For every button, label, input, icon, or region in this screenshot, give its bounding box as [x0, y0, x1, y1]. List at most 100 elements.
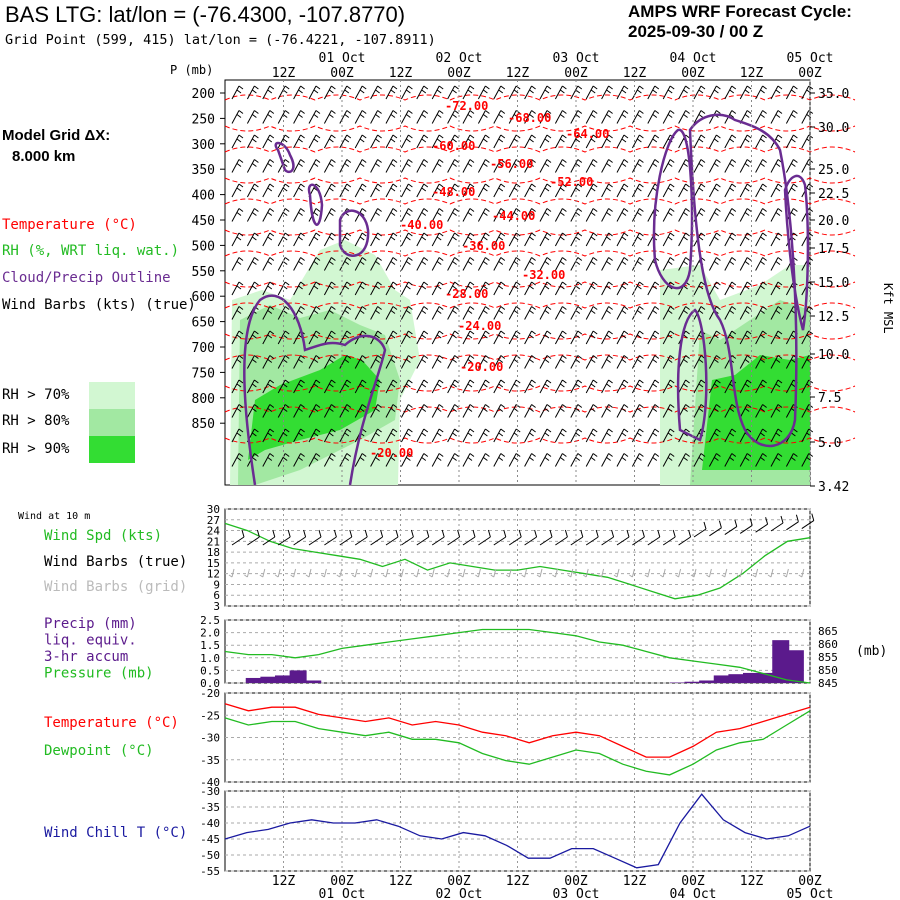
wind-barb — [539, 453, 552, 467]
wind-barb — [416, 208, 429, 222]
wind-barb — [385, 134, 398, 149]
wind-barb — [323, 428, 336, 443]
wind-barb — [277, 428, 290, 443]
wind-barb — [770, 257, 783, 271]
precip-bar — [275, 675, 292, 683]
isotherm-line — [224, 198, 856, 205]
wind-barb — [570, 183, 583, 198]
wind-barb-true — [231, 529, 245, 546]
wind-barb — [601, 306, 613, 320]
wind-barb — [631, 257, 644, 271]
wind-barb — [308, 379, 321, 394]
wind-barb — [354, 159, 367, 173]
wind-barb — [462, 404, 475, 418]
wind-barb — [554, 134, 567, 149]
wind-barb — [493, 232, 506, 247]
cloud-outline — [307, 183, 324, 226]
wind-barb-grid — [428, 568, 435, 578]
isotherm-line — [224, 385, 856, 392]
wind-barb — [431, 379, 444, 394]
temperature-line — [224, 703, 811, 758]
pressure-tick-label: 750 — [192, 366, 215, 381]
wind-barb — [462, 232, 475, 247]
wind-barb — [755, 404, 767, 418]
height-tick-label: 12.5 — [818, 310, 849, 325]
wind-barb — [262, 404, 275, 418]
wind-barb — [585, 183, 598, 198]
wind-barb — [662, 159, 675, 173]
wind-barb — [585, 134, 598, 149]
wind-barb — [293, 281, 305, 296]
dewpoint-legend-label: Dewpoint (°C) — [44, 743, 154, 759]
cross-section-panel — [220, 79, 856, 487]
legend-rh: RH (%, WRT liq. wat.) — [2, 243, 180, 259]
wind-barb — [323, 379, 336, 394]
wind-barb — [785, 159, 798, 173]
wind-barb — [693, 159, 706, 173]
wind-barb-true — [786, 514, 799, 531]
wind-barb — [462, 159, 475, 173]
wind-barb — [400, 453, 413, 467]
wind-barb — [554, 428, 567, 443]
wind-barb — [508, 257, 521, 271]
wind-barb — [801, 330, 814, 345]
wind-barb — [554, 330, 567, 345]
wind-barb — [570, 232, 583, 247]
wind-barb — [770, 208, 783, 222]
wind-barb — [385, 404, 398, 418]
wind-barb — [770, 330, 783, 345]
top-date-label: 04 Oct — [670, 51, 717, 66]
wind-barb — [708, 428, 721, 443]
windchill-panel: -55 -50 -45 -40 -35 -30 Wind Chill T (°C) — [44, 785, 811, 878]
wind-barb — [601, 453, 613, 467]
wind-barb — [616, 232, 629, 247]
wind-barb — [724, 85, 737, 100]
wind-barb — [447, 306, 459, 320]
wind-barb — [339, 428, 352, 443]
wind-barb — [708, 85, 721, 100]
wind-barb — [339, 355, 352, 369]
wind-barb-true — [324, 529, 337, 546]
wind-barb-grid — [336, 568, 343, 578]
wind-barb — [339, 85, 352, 100]
pressure-axis-label: P (mb) — [170, 63, 213, 77]
bottom-date-label: 05 Oct — [787, 887, 834, 900]
cloud-outline — [274, 141, 295, 174]
wind-barb — [631, 110, 644, 124]
wind-barb — [770, 85, 783, 100]
wind-barb — [477, 306, 490, 320]
wind-barb — [293, 379, 305, 394]
top-hour-label: 12Z — [272, 66, 296, 81]
wind-barb — [724, 232, 737, 247]
wind-barb — [354, 453, 367, 467]
wind-barb — [354, 404, 367, 418]
wind-barb — [631, 404, 644, 418]
wind-barb — [262, 208, 275, 222]
wind-barb — [231, 404, 244, 418]
wind-barb — [462, 306, 475, 320]
wind-barb — [231, 428, 244, 443]
wind-barb — [431, 281, 444, 296]
isotherm-line — [224, 229, 856, 236]
wind-barb — [400, 257, 413, 271]
value-tick-label: 3 — [213, 600, 220, 613]
wind-barb — [601, 85, 613, 100]
wind-barb — [416, 232, 429, 247]
bottom-date-label: 01 Oct — [319, 887, 366, 900]
wind-barb — [770, 379, 783, 394]
wind-barb — [339, 404, 352, 418]
wind-barb — [647, 85, 660, 100]
wind-barb — [739, 306, 752, 320]
wind-barb — [508, 330, 521, 345]
height-tick-label: 5.0 — [818, 436, 841, 451]
wind-barb — [539, 306, 552, 320]
wind-barb — [524, 281, 536, 296]
wind-barb — [693, 183, 706, 198]
wind-barb-true — [339, 529, 353, 546]
wind-barb — [277, 453, 290, 467]
wind-barb — [416, 159, 429, 173]
wind-barb — [493, 134, 506, 149]
pressure-tick-label: 860 — [818, 638, 838, 651]
wind-barb — [493, 453, 506, 467]
isotherm-line — [224, 302, 856, 309]
